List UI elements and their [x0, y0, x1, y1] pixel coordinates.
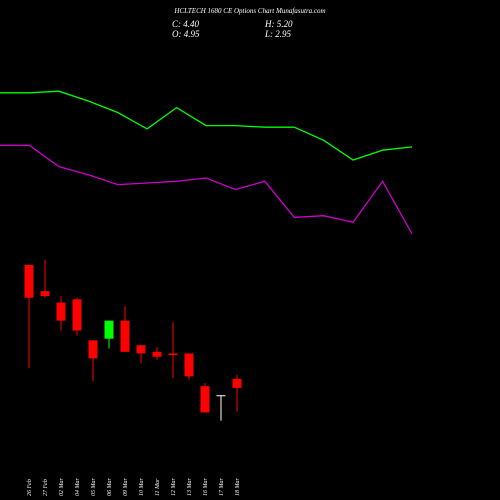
candle-body	[120, 320, 130, 352]
candle-body	[24, 264, 34, 298]
x-tick-label: 05 Mar	[91, 478, 97, 496]
stat-high: H: 5.20	[264, 19, 293, 29]
candle-body	[168, 353, 178, 356]
candle-body	[72, 299, 82, 331]
x-tick-label: 02 Mar	[59, 478, 65, 496]
candle-body	[152, 351, 162, 357]
x-tick-label: 09 Mar	[123, 478, 129, 496]
candle-body	[216, 395, 226, 397]
x-tick-label: 04 Mar	[74, 478, 81, 496]
stat-close: C: 4.40	[172, 19, 200, 29]
x-tick-label: 13 Mar	[187, 478, 193, 496]
x-tick-label: 12 Mar	[171, 478, 177, 496]
x-tick-label: 16 Mar	[203, 478, 209, 496]
chart-title: HCLTECH 1680 CE Options Chart Munafasutr…	[173, 7, 325, 15]
candle-body	[56, 302, 66, 321]
candle-body	[40, 291, 50, 297]
indicator-line	[0, 90, 413, 161]
x-tick-label: 11 Mar	[155, 478, 161, 496]
x-tick-label: 10 Mar	[139, 478, 145, 496]
x-tick-label: 18 Mar	[235, 478, 241, 496]
candle-body	[184, 353, 194, 377]
x-tick-label: 27 Feb	[43, 479, 49, 496]
x-tick-label: 06 Mar	[107, 478, 113, 496]
candle-body	[88, 340, 98, 359]
x-tick-label: 17 Mar	[219, 478, 225, 496]
indicator-line	[0, 144, 413, 235]
stat-open: O: 4.95	[172, 29, 200, 39]
x-tick-label: 26 Feb	[27, 479, 33, 496]
candle-body	[104, 320, 114, 339]
candle-body	[136, 345, 146, 354]
candle-body	[200, 386, 210, 413]
candle-body	[232, 378, 242, 388]
stat-low: L: 2.95	[264, 29, 292, 39]
